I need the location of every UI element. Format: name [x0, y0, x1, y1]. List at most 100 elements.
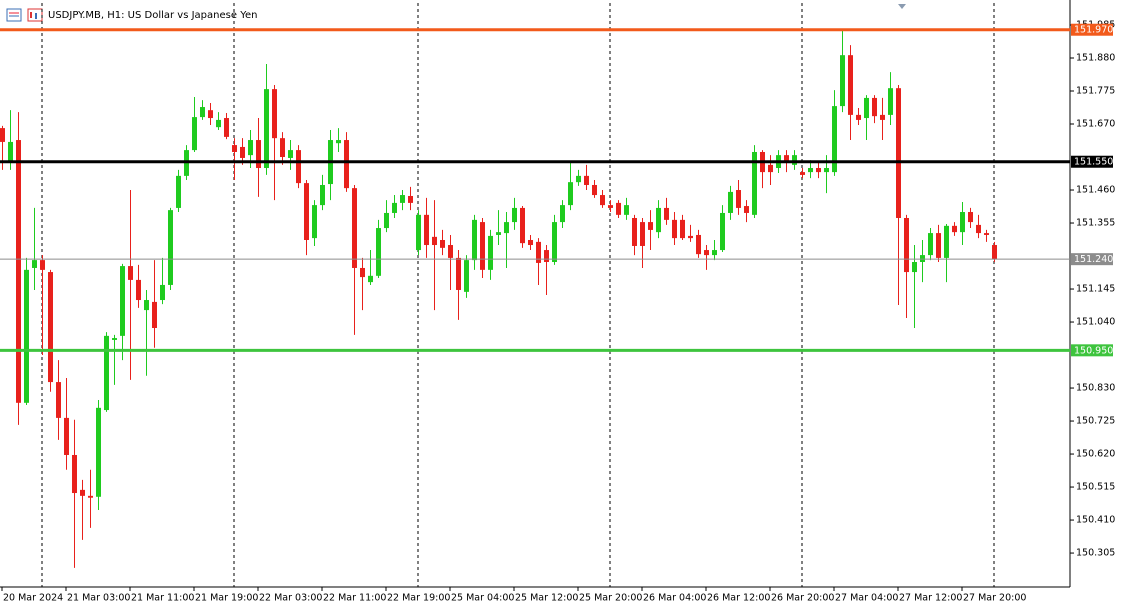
candle-body	[552, 222, 557, 262]
candle-body	[944, 225, 949, 258]
level-label: 151.240	[1074, 254, 1113, 265]
candle-body	[728, 191, 733, 213]
candle-body	[800, 172, 805, 175]
candle-body	[576, 175, 581, 183]
y-tick-label: 150.515	[1076, 482, 1115, 493]
candle-body	[96, 407, 101, 497]
candle-body	[64, 417, 69, 455]
candle-body	[584, 175, 589, 185]
candle-body	[848, 55, 853, 115]
candle-body	[688, 235, 693, 239]
icon-window[interactable]	[6, 8, 22, 22]
candle-body	[288, 150, 293, 158]
candle-body	[424, 214, 429, 246]
candle-body	[568, 182, 573, 206]
candle-body	[200, 107, 205, 118]
candle-body	[392, 202, 397, 213]
x-tick-label: 21 Mar 11:00	[131, 593, 194, 604]
candle-body	[656, 207, 661, 233]
candle-body	[280, 138, 285, 158]
candle-body	[352, 188, 357, 268]
candle-body	[704, 250, 709, 256]
candle-body	[488, 235, 493, 270]
level-label: 151.970	[1074, 25, 1113, 36]
candle-body	[456, 257, 461, 290]
candle-body	[32, 260, 37, 268]
candle-body	[896, 88, 901, 218]
candle-body	[360, 267, 365, 278]
candle-body	[408, 195, 413, 203]
candle-body	[888, 88, 893, 115]
y-tick-label: 150.305	[1076, 548, 1115, 559]
candle-body	[192, 117, 197, 151]
candle-body	[984, 233, 989, 235]
candle-body	[344, 140, 349, 189]
candle-body	[256, 140, 261, 169]
candle-body	[160, 284, 165, 301]
candle-body	[608, 205, 613, 208]
candle-body	[808, 168, 813, 173]
x-tick-label: 25 Mar 12:00	[515, 593, 578, 604]
x-tick-label: 25 Mar 04:00	[451, 593, 514, 604]
candle-body	[616, 202, 621, 215]
candle-body	[744, 206, 749, 213]
candle-body	[8, 141, 13, 163]
candle-body	[816, 168, 821, 173]
candle-body	[232, 145, 237, 152]
candle-body	[56, 382, 61, 418]
x-tick-label: 27 Mar 04:00	[835, 593, 898, 604]
candle-body	[960, 212, 965, 233]
candle-body	[312, 205, 317, 239]
candle-body	[144, 300, 149, 311]
candle-body	[88, 495, 93, 498]
x-tick-label: 22 Mar 03:00	[259, 593, 322, 604]
candle-body	[480, 222, 485, 270]
candle-body	[336, 140, 341, 144]
candle-body	[768, 164, 773, 173]
candle-body	[544, 250, 549, 262]
x-tick-label: 21 Mar 19:00	[195, 593, 258, 604]
candle-body	[80, 489, 85, 496]
candle-body	[224, 118, 229, 137]
candle-body	[304, 183, 309, 240]
candle-body	[0, 128, 5, 142]
candle-body	[904, 217, 909, 273]
candle-body	[320, 184, 325, 206]
candle-body	[632, 217, 637, 246]
candle-body	[592, 184, 597, 196]
x-tick-label: 27 Mar 12:00	[899, 593, 962, 604]
candle-body	[128, 266, 133, 280]
candle-body	[432, 236, 437, 246]
candle-body	[992, 245, 997, 260]
y-tick-label: 151.775	[1076, 86, 1115, 97]
candle-body	[264, 89, 269, 169]
candle-body	[40, 260, 45, 270]
x-tick-label: 25 Mar 20:00	[579, 593, 642, 604]
candle-body	[24, 269, 29, 403]
shift-marker[interactable]	[898, 4, 906, 9]
level-label-box	[1071, 23, 1113, 36]
candle-body	[16, 140, 21, 403]
candle-body	[504, 222, 509, 234]
candle-body	[968, 212, 973, 223]
y-tick-label: 150.410	[1076, 515, 1115, 526]
candle-body	[136, 279, 141, 301]
candle-body	[936, 233, 941, 258]
candle-body	[920, 255, 925, 262]
candle-body	[832, 106, 837, 173]
candle-body	[104, 335, 109, 411]
y-tick-label: 151.670	[1076, 119, 1115, 130]
candle-body	[248, 140, 253, 156]
x-tick-label: 26 Mar 04:00	[643, 593, 706, 604]
candle-body	[712, 250, 717, 256]
y-tick-label: 151.145	[1076, 284, 1115, 295]
candle-body	[240, 146, 245, 158]
candle-body	[112, 338, 117, 340]
candle-body	[208, 110, 213, 119]
y-tick-label: 150.830	[1076, 383, 1115, 394]
candle-body	[792, 155, 797, 165]
level-label: 151.550	[1074, 157, 1113, 168]
y-tick-label: 151.880	[1076, 53, 1115, 64]
